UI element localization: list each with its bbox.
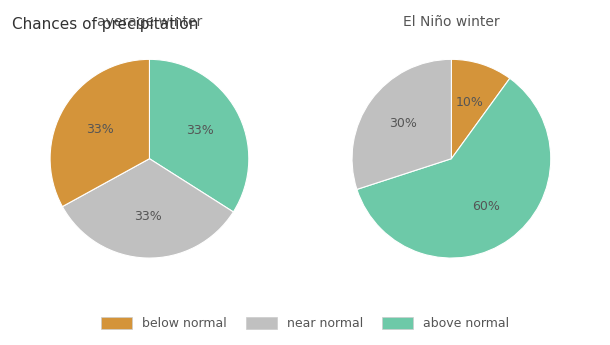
Text: 33%: 33%: [134, 210, 162, 223]
Wedge shape: [149, 59, 249, 212]
Text: 60%: 60%: [473, 200, 500, 214]
Wedge shape: [352, 59, 451, 189]
Text: 10%: 10%: [456, 96, 484, 108]
Title: El Niño winter: El Niño winter: [403, 15, 500, 29]
Legend: below normal, near normal, above normal: below normal, near normal, above normal: [96, 312, 514, 335]
Wedge shape: [62, 159, 234, 258]
Title: average winter: average winter: [97, 15, 202, 29]
Text: 30%: 30%: [389, 117, 417, 130]
Text: Chances of precipitation: Chances of precipitation: [12, 17, 199, 32]
Wedge shape: [357, 78, 551, 258]
Wedge shape: [451, 59, 510, 159]
Text: 33%: 33%: [86, 123, 113, 136]
Text: 33%: 33%: [186, 125, 214, 137]
Wedge shape: [50, 59, 149, 207]
